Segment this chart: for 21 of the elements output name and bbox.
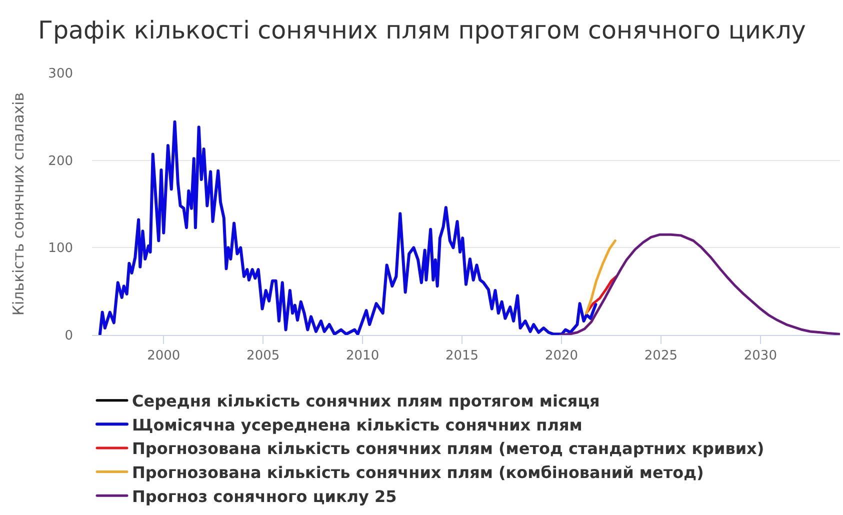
chart-title: Графік кількості сонячних плям протягом сонячного циклу bbox=[38, 16, 806, 45]
legend-label: Середня кількість сонячних плям протягом місяця bbox=[132, 392, 600, 411]
y-tick-label: 0 bbox=[64, 328, 73, 344]
y-tick-label: 300 bbox=[48, 66, 73, 82]
line-series bbox=[98, 120, 598, 335]
x-tick-label: 2020 bbox=[544, 348, 578, 364]
line-series bbox=[585, 239, 616, 314]
legend-label: Прогноз сонячного циклу 25 bbox=[132, 486, 397, 506]
legend-label: Прогнозована кількість сонячних плям (комбінований метод) bbox=[132, 463, 704, 482]
x-tick-label: 2015 bbox=[445, 348, 479, 364]
legend-label: Прогнозована кількість сонячних плям (метод стандартних кривих) bbox=[132, 439, 764, 458]
x-tick-label: 2030 bbox=[744, 348, 777, 364]
x-tick-label: 2010 bbox=[346, 348, 380, 364]
y-tick-label: 100 bbox=[48, 241, 73, 256]
x-tick-label: 2000 bbox=[147, 348, 180, 364]
y-axis-title: Кількість сонячних спалахів bbox=[9, 92, 28, 316]
legend-label: Щомісячна усереднена кількість сонячних плям bbox=[132, 415, 582, 434]
x-tick-label: 2025 bbox=[644, 348, 678, 364]
line-series bbox=[559, 233, 840, 335]
y-tick-label: 200 bbox=[48, 154, 73, 169]
x-tick-label: 2005 bbox=[246, 348, 280, 364]
